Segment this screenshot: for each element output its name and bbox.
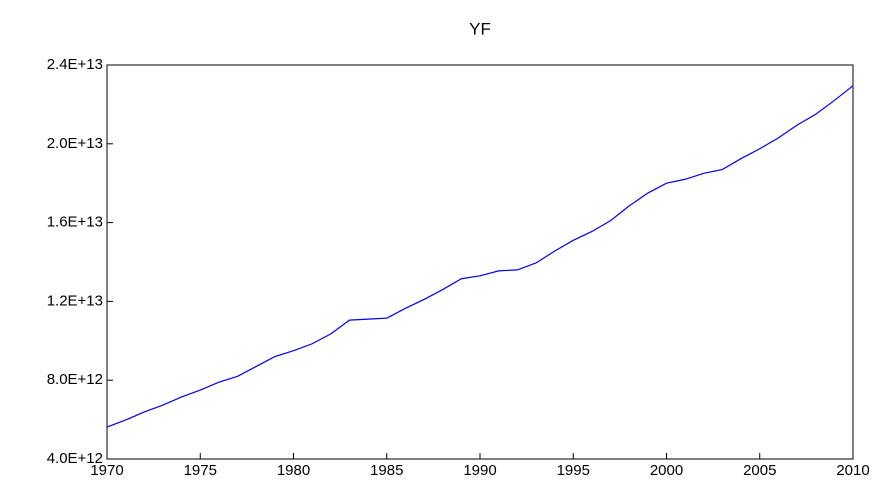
data-line	[106, 85, 854, 428]
x-tick-label: 1970	[90, 462, 123, 479]
y-tick-label: 1.6E+13	[47, 214, 103, 231]
x-tick-label: 2010	[836, 462, 869, 479]
x-tick-label: 1990	[463, 462, 496, 479]
x-tick-label: 1985	[370, 462, 403, 479]
y-tick-label: 2.4E+13	[47, 56, 103, 73]
y-tick-label: 8.0E+12	[47, 371, 103, 388]
x-tick-label: 1980	[277, 462, 310, 479]
y-tick-label: 2.0E+13	[47, 135, 103, 152]
x-tick-label: 2000	[650, 462, 683, 479]
x-tick-label: 1975	[184, 462, 217, 479]
y-tick-label: 4.0E+12	[47, 450, 103, 467]
y-tick-label: 1.2E+13	[47, 292, 103, 309]
x-tick-label: 2005	[743, 462, 776, 479]
x-tick-label: 1995	[557, 462, 590, 479]
chart-title: YF	[469, 19, 491, 38]
